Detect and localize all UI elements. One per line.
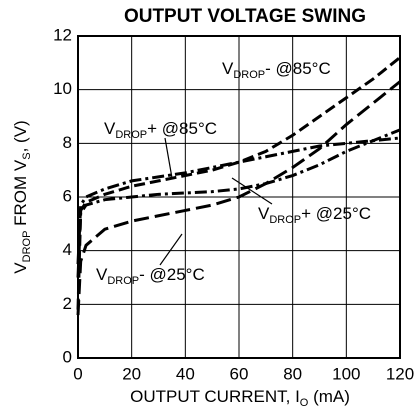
label-sub: DROP (115, 129, 147, 141)
label-rest: + @85°C (147, 119, 217, 138)
x-tick-label: 60 (230, 364, 249, 383)
x-tick-label: 100 (332, 364, 360, 383)
label-main: V (96, 265, 108, 284)
label-sub: DROP (233, 69, 265, 81)
series-line (76, 56, 401, 310)
label-main: V (222, 59, 234, 78)
x-axis-label: OUTPUT CURRENT, IO (mA) (130, 387, 350, 408)
y-tick-label: 10 (53, 79, 72, 98)
y-tick-label: 4 (63, 240, 72, 259)
series-label: VDROP- @85°C (222, 59, 331, 80)
series-label: VDROP+ @85°C (104, 119, 217, 140)
x-tick-label: 120 (386, 364, 414, 383)
leader-line (164, 137, 173, 179)
series-line (76, 136, 401, 265)
plot-frame (77, 35, 401, 359)
leader-line (231, 177, 273, 205)
series-line (76, 128, 401, 278)
y-tick-label: 12 (53, 25, 72, 44)
label-sub: DROP (269, 214, 301, 226)
leader-line (159, 233, 183, 266)
y-axis-label: VDROP FROM VS, (V) (11, 120, 32, 273)
label-sub: DROP (107, 275, 139, 287)
chart-title: OUTPUT VOLTAGE SWING (124, 6, 366, 27)
y-tick-label: 6 (63, 186, 72, 205)
label-main: V (104, 119, 116, 138)
x-tick-label: 0 (73, 364, 82, 383)
label-rest: - @85°C (265, 59, 331, 78)
label-main: V (258, 204, 270, 223)
label-rest: - @25°C (139, 265, 205, 284)
series-label: VDROP+ @25°C (258, 204, 371, 225)
x-tick-label: 20 (122, 364, 141, 383)
x-tick-label: 80 (283, 364, 302, 383)
y-tick-label: 2 (63, 294, 72, 313)
y-tick-label: 0 (63, 347, 72, 366)
x-tick-label: 40 (176, 364, 195, 383)
series-label: VDROP- @25°C (96, 265, 205, 286)
y-tick-label: 8 (63, 133, 72, 152)
label-rest: + @25°C (301, 204, 371, 223)
